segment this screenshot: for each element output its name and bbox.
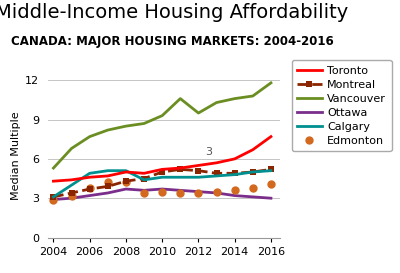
Text: 3: 3 <box>206 147 213 157</box>
Toronto <box>250 148 255 151</box>
Edmonton <box>160 190 164 193</box>
Ottawa <box>196 190 201 193</box>
Vancouver <box>178 97 183 100</box>
Toronto <box>268 135 273 138</box>
Vancouver <box>87 135 92 138</box>
Toronto <box>142 172 146 175</box>
Edmonton <box>69 194 74 197</box>
Calgary <box>51 195 56 198</box>
Edmonton <box>51 198 56 201</box>
Vancouver <box>106 128 110 132</box>
Montreal <box>87 187 92 191</box>
Montreal <box>250 170 255 174</box>
Line: Calgary: Calgary <box>54 171 271 197</box>
Edmonton <box>142 191 146 195</box>
Vancouver <box>214 101 219 104</box>
Edmonton <box>268 182 273 185</box>
Ottawa <box>232 194 237 197</box>
Calgary <box>87 172 92 175</box>
Edmonton <box>87 186 92 189</box>
Ottawa <box>250 195 255 198</box>
Toronto <box>196 164 201 167</box>
Toronto <box>124 170 128 174</box>
Toronto <box>232 157 237 161</box>
Vancouver <box>250 94 255 98</box>
Vancouver <box>142 122 146 125</box>
Line: Toronto: Toronto <box>54 136 271 181</box>
Edmonton <box>124 181 128 184</box>
Vancouver <box>196 111 201 115</box>
Montreal <box>268 168 273 171</box>
Ottawa <box>51 198 56 201</box>
Ottawa <box>214 191 219 195</box>
Montreal <box>142 177 146 180</box>
Legend: Toronto, Montreal, Vancouver, Ottawa, Calgary, Edmonton: Toronto, Montreal, Vancouver, Ottawa, Ca… <box>292 60 392 151</box>
Calgary <box>160 176 164 179</box>
Ottawa <box>106 191 110 195</box>
Calgary <box>142 178 146 182</box>
Ottawa <box>178 189 183 192</box>
Montreal <box>232 172 237 175</box>
Line: Ottawa: Ottawa <box>54 189 271 200</box>
Ottawa <box>124 187 128 191</box>
Y-axis label: Median Multiple: Median Multiple <box>11 111 21 200</box>
Ottawa <box>268 197 273 200</box>
Calgary <box>106 169 110 172</box>
Vancouver <box>69 147 74 150</box>
Edmonton <box>178 191 183 195</box>
Toronto <box>51 180 56 183</box>
Ottawa <box>69 197 74 200</box>
Calgary <box>196 176 201 179</box>
Toronto <box>214 161 219 164</box>
Line: Edmonton: Edmonton <box>50 179 274 203</box>
Edmonton <box>250 186 255 189</box>
Montreal <box>51 195 56 198</box>
Calgary <box>268 169 273 172</box>
Vancouver <box>268 81 273 85</box>
Text: CANADA: MAJOR HOUSING MARKETS: 2004-2016: CANADA: MAJOR HOUSING MARKETS: 2004-2016 <box>11 35 333 49</box>
Edmonton <box>196 191 201 195</box>
Montreal <box>69 191 74 195</box>
Toronto <box>106 174 110 177</box>
Montreal <box>160 170 164 174</box>
Ottawa <box>87 194 92 197</box>
Toronto <box>87 176 92 179</box>
Edmonton <box>106 181 110 184</box>
Ottawa <box>142 189 146 192</box>
Calgary <box>232 173 237 176</box>
Ottawa <box>160 187 164 191</box>
Montreal <box>106 185 110 188</box>
Calgary <box>124 169 128 172</box>
Line: Montreal: Montreal <box>50 166 274 200</box>
Toronto <box>160 168 164 171</box>
Montreal <box>214 172 219 175</box>
Toronto <box>69 178 74 182</box>
Calgary <box>69 183 74 187</box>
Vancouver <box>232 97 237 100</box>
Text: Middle-Income Housing Affordability: Middle-Income Housing Affordability <box>0 3 349 22</box>
Vancouver <box>124 124 128 128</box>
Calgary <box>250 170 255 174</box>
Toronto <box>178 167 183 170</box>
Montreal <box>124 180 128 183</box>
Line: Vancouver: Vancouver <box>54 83 271 168</box>
Vancouver <box>160 114 164 117</box>
Montreal <box>196 169 201 172</box>
Edmonton <box>232 189 237 192</box>
Vancouver <box>51 167 56 170</box>
Calgary <box>214 174 219 177</box>
Calgary <box>178 176 183 179</box>
Montreal <box>178 168 183 171</box>
Edmonton <box>214 190 219 193</box>
